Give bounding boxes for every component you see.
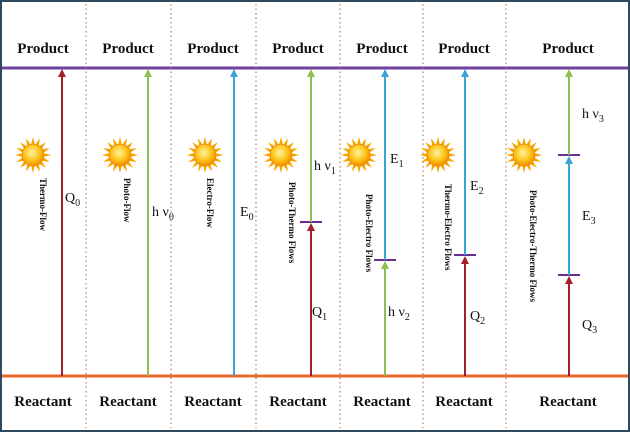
energy-label: Q2	[470, 309, 485, 327]
label-sub: 3	[591, 216, 596, 227]
label-symbol: Q	[470, 309, 480, 324]
product-label: Product	[356, 41, 407, 57]
reactant-label: Reactant	[269, 394, 326, 410]
arrow-head	[307, 69, 315, 77]
label-sub: 1	[399, 159, 404, 170]
energy-label: h ν0	[152, 205, 174, 223]
energy-label: h ν3	[582, 107, 604, 125]
product-label: Product	[542, 41, 593, 57]
energy-label: Q1	[312, 305, 327, 323]
reactant-label: Reactant	[353, 394, 410, 410]
arrow-head	[381, 261, 389, 269]
product-label: Product	[17, 41, 68, 57]
label-symbol: Q	[312, 305, 322, 320]
arrow-head	[461, 256, 469, 264]
flow-name: Thermo-Electro Flows	[443, 184, 453, 271]
product-label: Product	[102, 41, 153, 57]
label-sub: 3	[599, 114, 604, 125]
flow-name: Electro-Flow	[205, 178, 215, 228]
label-sub: 3	[592, 325, 597, 336]
label-symbol: h ν	[388, 305, 405, 320]
arrow-head	[565, 276, 573, 284]
label-sub: 2	[480, 316, 485, 327]
energy-label: Q3	[582, 318, 597, 336]
label-symbol: E	[470, 179, 479, 194]
sun-icon	[419, 136, 457, 174]
flow-name: Photo-Flow	[122, 178, 132, 223]
energy-label: Q0	[65, 191, 80, 209]
product-label: Product	[272, 41, 323, 57]
label-symbol: h ν	[152, 205, 169, 220]
flow-name: Photo-Electro-Thermo Flows	[528, 190, 538, 303]
label-sub: 0	[249, 212, 254, 223]
label-symbol: E	[582, 209, 591, 224]
label-symbol: h ν	[582, 107, 599, 122]
arrow-head	[144, 69, 152, 77]
label-sub: 0	[169, 212, 174, 223]
flow-name: Thermo-Flow	[38, 178, 48, 231]
arrow-head	[565, 69, 573, 77]
energy-label: E3	[582, 209, 596, 227]
reactant-label: Reactant	[435, 394, 492, 410]
arrow-head	[230, 69, 238, 77]
product-label: Product	[187, 41, 238, 57]
reactant-label: Reactant	[184, 394, 241, 410]
label-symbol: Q	[65, 191, 75, 206]
energy-label: E1	[390, 152, 404, 170]
label-sub: 2	[479, 186, 484, 197]
reactant-label: Reactant	[14, 394, 71, 410]
label-symbol: E	[390, 152, 399, 167]
label-sub: 0	[75, 198, 80, 209]
label-symbol: E	[240, 205, 249, 220]
arrow-head	[461, 69, 469, 77]
reactant-label: Reactant	[99, 394, 156, 410]
energy-label: h ν1	[314, 159, 336, 177]
flow-name: Photo-Electro Flows	[364, 194, 374, 273]
energy-label: E2	[470, 179, 484, 197]
sun-icon	[101, 136, 139, 174]
sun-icon	[505, 136, 543, 174]
label-sub: 1	[331, 166, 336, 177]
product-label: Product	[438, 41, 489, 57]
sun-icon	[14, 136, 52, 174]
sun-icon	[262, 136, 300, 174]
energy-label: E0	[240, 205, 254, 223]
reactant-label: Reactant	[539, 394, 596, 410]
sun-icon	[340, 136, 378, 174]
arrow-head	[307, 223, 315, 231]
arrow-head	[565, 156, 573, 164]
energy-label: h ν2	[388, 305, 410, 323]
arrow-head	[381, 69, 389, 77]
sun-icon	[186, 136, 224, 174]
flow-name: Photo-Thermo Flows	[287, 182, 297, 264]
arrow-head	[58, 69, 66, 77]
label-symbol: h ν	[314, 159, 331, 174]
label-symbol: Q	[582, 318, 592, 333]
label-sub: 2	[405, 312, 410, 323]
label-sub: 1	[322, 312, 327, 323]
